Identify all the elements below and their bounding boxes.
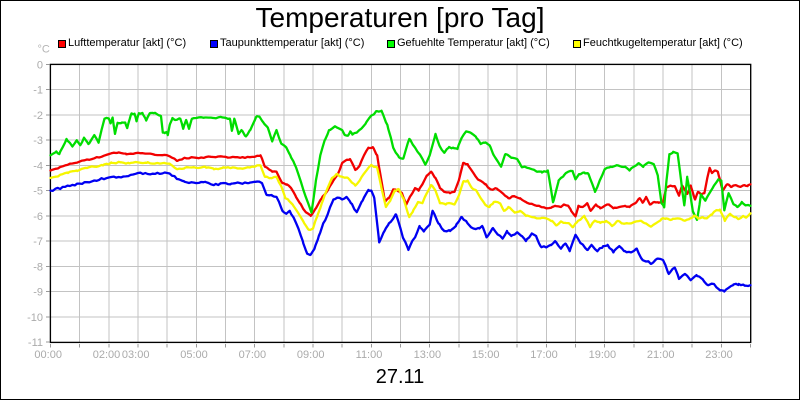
svg-text:23:00: 23:00	[705, 349, 733, 361]
svg-text:-3: -3	[33, 135, 43, 147]
svg-text:-6: -6	[33, 211, 43, 223]
svg-text:°C: °C	[38, 44, 50, 56]
svg-text:07:00: 07:00	[239, 349, 267, 361]
svg-text:11:00: 11:00	[356, 349, 383, 361]
svg-text:-5: -5	[33, 186, 43, 198]
svg-text:17:00: 17:00	[530, 349, 558, 361]
svg-text:0: 0	[37, 60, 43, 72]
svg-text:03:00: 03:00	[122, 349, 150, 361]
svg-text:19:00: 19:00	[589, 349, 617, 361]
svg-text:-1: -1	[33, 85, 43, 97]
svg-text:02:00: 02:00	[93, 349, 121, 361]
svg-text:05:00: 05:00	[180, 349, 208, 361]
svg-text:21:00: 21:00	[647, 349, 675, 361]
svg-text:15:00: 15:00	[472, 349, 500, 361]
svg-text:-10: -10	[27, 312, 43, 324]
svg-text:-4: -4	[33, 160, 43, 172]
svg-text:09:00: 09:00	[297, 349, 325, 361]
svg-text:-2: -2	[33, 110, 43, 122]
svg-text:00:00: 00:00	[34, 349, 62, 361]
svg-text:-11: -11	[28, 337, 43, 349]
svg-text:-7: -7	[33, 236, 43, 248]
svg-text:-8: -8	[33, 261, 43, 273]
svg-text:-9: -9	[33, 287, 43, 299]
svg-text:13:00: 13:00	[414, 349, 442, 361]
